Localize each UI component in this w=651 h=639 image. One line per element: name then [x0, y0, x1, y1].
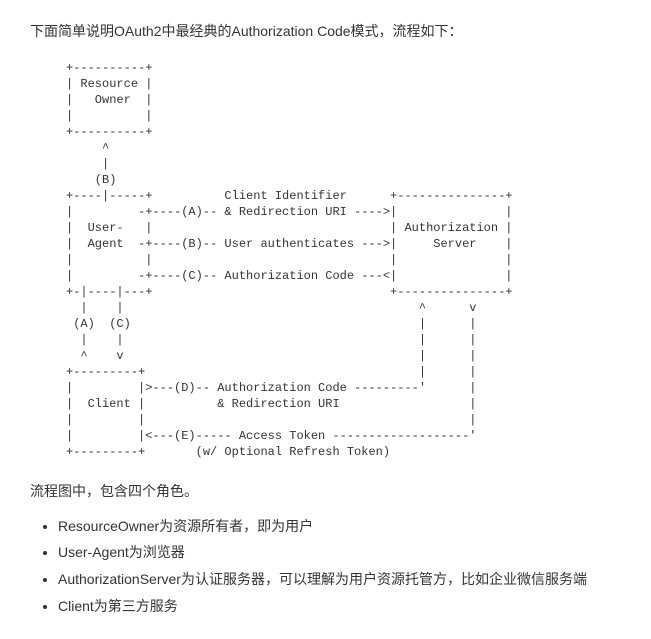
role-item-0: ResourceOwner为资源所有者，即为用户 — [58, 513, 621, 540]
role-item-3: Client为第三方服务 — [58, 593, 621, 620]
intro-paragraph: 下面简单说明OAuth2中最经典的Authorization Code模式，流程… — [30, 20, 621, 42]
roles-intro: 流程图中，包含四个角色。 — [30, 480, 621, 502]
role-item-2: AuthorizationServer为认证服务器，可以理解为用户资源托管方，比… — [58, 566, 621, 593]
role-item-1: User-Agent为浏览器 — [58, 539, 621, 566]
oauth2-ascii-diagram: +----------+ | Resource | | Owner | | | … — [30, 60, 621, 460]
roles-list: ResourceOwner为资源所有者，即为用户User-Agent为浏览器Au… — [30, 513, 621, 619]
